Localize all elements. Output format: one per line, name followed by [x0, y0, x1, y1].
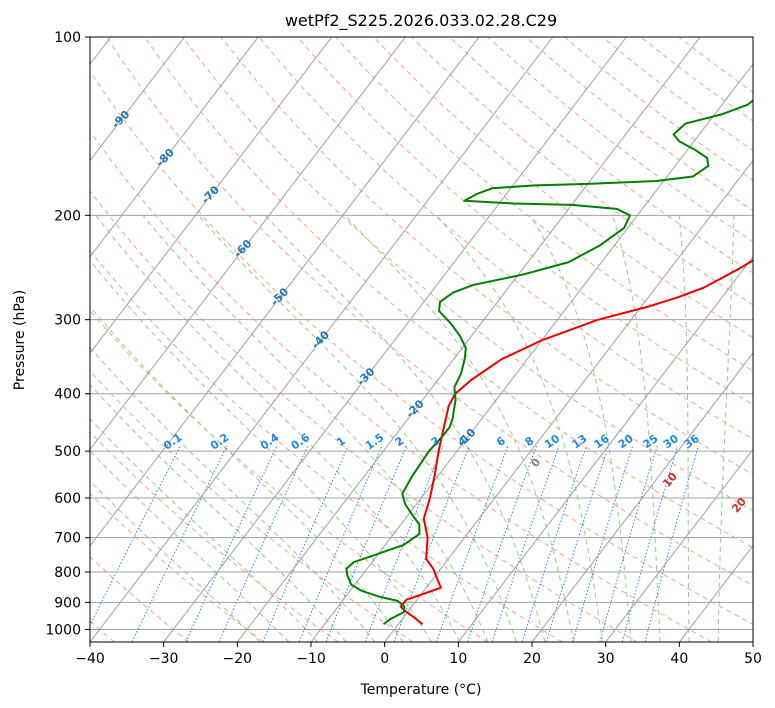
isotherms — [90, 37, 753, 642]
mixing-ratio-line — [644, 445, 699, 642]
moist-adiabat-line — [198, 215, 517, 642]
mixing-ratio-lines — [90, 445, 699, 642]
dry-adiabat-line — [106, 37, 753, 587]
dry-adiabat-line — [90, 190, 638, 642]
isotherm-line — [531, 352, 753, 642]
moist-adiabat-line — [95, 215, 461, 642]
mixing-ratio-line — [364, 445, 444, 642]
dry-adiabat-line — [335, 37, 753, 372]
y-axis-ticks: 100 200 300 400 500 600 700 800 900 1000 — [45, 30, 90, 638]
isotherm-line — [384, 159, 753, 642]
y-tick-label: 200 — [54, 208, 81, 224]
mixing-ratio-line — [90, 445, 181, 627]
isotherm-line — [163, 37, 627, 642]
x-tick-label: 20 — [523, 651, 541, 667]
mixing-ratio-line — [599, 445, 658, 642]
x-tick-label: 30 — [597, 651, 615, 667]
mixing-ratio-line — [545, 445, 609, 642]
y-tick-label: 500 — [54, 444, 81, 460]
moist-adiabat-line — [90, 259, 432, 642]
moist-adiabat-line — [90, 480, 261, 642]
isotherm-line — [90, 37, 333, 354]
y-axis-label: Pressure (hPa) — [12, 290, 28, 390]
isotherm-line — [90, 37, 554, 642]
y-tick-label: 900 — [54, 595, 81, 611]
isotherm-line — [605, 448, 753, 642]
moist-adiabat-line — [90, 305, 404, 642]
x-tick-label: 50 — [744, 651, 762, 667]
mixing-ratio-line — [621, 445, 679, 642]
moist-adiabat-line — [264, 214, 546, 642]
dry-adiabat-line — [90, 249, 563, 642]
dry-adiabat-line — [258, 37, 753, 440]
mixing-ratio-line — [491, 445, 560, 642]
mixing-ratio-line — [467, 445, 537, 642]
x-tick-label: −30 — [149, 651, 179, 667]
mixing-ratio-line — [572, 445, 634, 642]
moist-adiabat-line — [90, 418, 319, 642]
y-tick-label: 700 — [54, 531, 81, 547]
sounding-series — [345, 99, 753, 626]
dry-adiabat-line — [373, 37, 753, 339]
mixing-ratio-line — [325, 445, 408, 642]
dewpoint-profile-line — [345, 99, 753, 626]
moist-adiabat-line — [436, 215, 603, 642]
moist-adiabat-line — [678, 215, 690, 642]
isotherm-line — [236, 37, 701, 642]
y-tick-label: 600 — [54, 491, 81, 507]
dry-adiabat-line — [90, 431, 339, 642]
y-tick-label: 100 — [54, 30, 81, 46]
temperature-profile-line — [399, 259, 753, 626]
isotherm-line — [457, 255, 753, 642]
isotherm-line — [90, 37, 185, 162]
x-tick-label: −40 — [75, 651, 105, 667]
isotherm-line — [90, 37, 259, 258]
isotherm-line — [90, 37, 406, 451]
x-tick-label: 0 — [380, 651, 389, 667]
moist-adiabats — [90, 214, 735, 642]
plot-frame — [89, 36, 754, 643]
moist-adiabat-line — [611, 215, 661, 642]
x-tick-label: −20 — [223, 651, 253, 667]
moist-adiabat-line — [90, 346, 376, 642]
x-tick-label: −10 — [296, 651, 326, 667]
x-axis-label: Temperature (°C) — [360, 682, 482, 698]
moist-adiabat-line — [717, 215, 735, 642]
mixing-ratio-line — [521, 445, 587, 642]
mixing-ratio-line — [218, 445, 309, 642]
mixing-ratio-line — [262, 445, 349, 642]
moist-adiabat-line — [529, 215, 632, 642]
chart-title: wetPf2_S225.2026.033.02.28.C29 — [285, 11, 557, 31]
x-tick-label: 10 — [449, 651, 467, 667]
mixing-ratio-line — [298, 445, 383, 642]
dry-adiabat-line — [90, 309, 488, 642]
y-tick-label: 1000 — [45, 622, 81, 638]
pressure-gridlines — [90, 37, 753, 630]
x-axis-ticks: −40 −30 −20 −10 0 10 20 30 40 50 — [75, 642, 762, 667]
isotherm-line — [90, 37, 480, 547]
y-tick-label: 400 — [54, 387, 81, 403]
mixing-ratio-line — [435, 445, 509, 642]
dry-adiabat-line — [90, 556, 190, 642]
dry-adiabat-line — [182, 37, 753, 512]
mixing-ratio-line — [185, 445, 278, 642]
mixing-ratio-line — [131, 445, 228, 642]
moist-adiabat-line — [142, 215, 489, 642]
y-tick-label: 300 — [54, 313, 81, 329]
x-tick-label: 40 — [670, 651, 688, 667]
moist-adiabat-line — [344, 214, 575, 642]
y-tick-label: 800 — [54, 565, 81, 581]
dry-adiabat-line — [90, 130, 712, 642]
